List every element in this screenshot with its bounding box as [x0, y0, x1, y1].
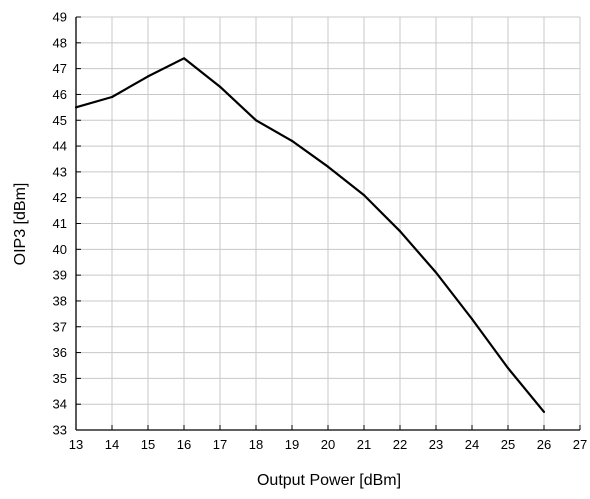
x-tick-label: 27 [573, 437, 587, 452]
tick-labels: 13 14 15 16 17 18 19 20 21 22 23 24 25 26 27 33 34 35 36 37… [53, 10, 588, 453]
x-tick-label: 21 [357, 437, 371, 452]
data-point [254, 119, 258, 122]
x-tick-label: 17 [213, 437, 227, 452]
y-tick-label: 44 [53, 139, 67, 154]
series-layer [74, 57, 546, 414]
y-tick-label: 41 [53, 216, 67, 231]
data-point [218, 85, 222, 88]
data-point [290, 139, 294, 142]
y-tick-label: 42 [53, 190, 67, 205]
data-point [398, 230, 402, 233]
y-tick-label: 38 [53, 293, 67, 308]
data-point [110, 95, 114, 99]
x-tick-label: 16 [177, 437, 191, 452]
x-tick-label: 24 [465, 437, 479, 452]
data-point [542, 410, 546, 414]
data-point [506, 366, 510, 370]
y-tick-label: 34 [53, 397, 67, 412]
x-tick-label: 19 [285, 437, 299, 452]
y-tick-label: 37 [53, 319, 67, 334]
y-tick-label: 45 [53, 113, 67, 128]
x-tick-label: 15 [141, 437, 155, 452]
x-tick-label: 18 [249, 437, 263, 452]
x-tick-label: 13 [69, 437, 83, 452]
x-tick-label: 14 [105, 437, 119, 452]
y-tick-label: 33 [53, 423, 67, 438]
x-tick-label: 23 [429, 437, 443, 452]
grid [75, 16, 581, 431]
x-tick-label: 20 [321, 437, 335, 452]
y-tick-label: 35 [53, 371, 67, 386]
y-tick-label: 49 [53, 10, 67, 25]
data-point [362, 194, 366, 197]
y-tick-label: 40 [53, 242, 67, 257]
data-point [470, 317, 474, 321]
y-tick-label: 48 [53, 35, 67, 50]
data-point [182, 57, 186, 60]
data-point [146, 75, 150, 78]
data-point [74, 106, 78, 109]
data-point [434, 271, 438, 274]
x-tick-label: 22 [393, 437, 407, 452]
y-tick-label: 43 [53, 164, 67, 179]
x-tick-label: 25 [501, 437, 515, 452]
y-tick-label: 47 [53, 61, 67, 76]
series-line [75, 57, 545, 413]
y-axis-label: OIP3 [dBm] [12, 183, 29, 266]
y-tick-label: 36 [53, 345, 67, 360]
y-tick-label: 46 [53, 87, 67, 102]
data-point [326, 165, 330, 168]
x-tick-label: 26 [537, 437, 551, 452]
axes [75, 16, 581, 431]
x-axis-label: Output Power [dBm] [257, 472, 401, 489]
y-tick-label: 39 [53, 268, 67, 283]
